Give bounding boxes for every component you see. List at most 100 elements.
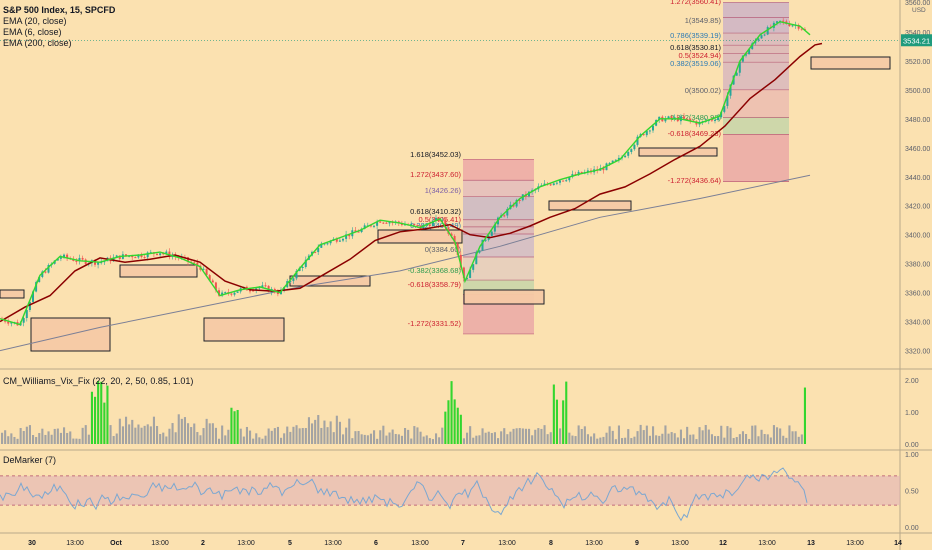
candle-body bbox=[112, 257, 115, 262]
vix-bar bbox=[568, 432, 571, 444]
vix-bar bbox=[614, 439, 617, 444]
candle-body bbox=[797, 25, 800, 29]
vix-bar bbox=[512, 428, 515, 444]
demarker-legend: DeMarker (7) bbox=[3, 455, 56, 466]
price-tick-label: 3480.00 bbox=[905, 117, 930, 124]
fib-zone bbox=[723, 117, 789, 135]
candle-body bbox=[431, 220, 434, 227]
fib-right-label-7: -0.382(3480.98) bbox=[668, 113, 722, 122]
vix-bar bbox=[159, 434, 162, 444]
x-tick-label: 13:00 bbox=[237, 540, 255, 547]
x-tick-label: 30 bbox=[28, 540, 36, 547]
vix-bar bbox=[286, 426, 289, 444]
candle-body bbox=[230, 293, 233, 295]
vix-bar bbox=[599, 437, 602, 444]
legend-symbol[interactable]: S&P 500 Index, 15, SPCFD bbox=[3, 5, 116, 15]
currency-label: USD bbox=[912, 7, 926, 14]
candle-body bbox=[515, 199, 518, 207]
legend-ema6[interactable]: EMA (6, close) bbox=[3, 27, 62, 37]
candle-body bbox=[782, 20, 785, 22]
x-tick-label: 6 bbox=[374, 540, 378, 547]
vix-bar bbox=[552, 384, 555, 444]
candle-body bbox=[249, 290, 251, 292]
candle-body bbox=[717, 117, 720, 121]
vix-bar bbox=[425, 435, 428, 444]
candle-body bbox=[435, 217, 437, 221]
candle-body bbox=[404, 224, 406, 226]
vix-bar bbox=[187, 423, 190, 444]
x-tick-label: 13:00 bbox=[758, 540, 776, 547]
vix-bar bbox=[128, 424, 131, 444]
vix-bar bbox=[537, 428, 540, 444]
vix-bar bbox=[673, 433, 676, 444]
vix-bar bbox=[422, 436, 425, 444]
vix-bar bbox=[245, 426, 248, 444]
vix-bar bbox=[689, 434, 692, 444]
vix-bar bbox=[103, 402, 106, 444]
candle-body bbox=[196, 262, 199, 266]
vix-bar bbox=[472, 437, 475, 444]
vix-bar bbox=[769, 437, 772, 444]
vix-bar bbox=[304, 428, 307, 444]
candle-body bbox=[373, 225, 375, 227]
vix-bar bbox=[131, 419, 134, 444]
candle-body bbox=[689, 118, 692, 121]
price-tick-label-top: 3560.00 bbox=[905, 0, 930, 7]
candle-body bbox=[503, 215, 506, 217]
vix-bar bbox=[621, 438, 624, 444]
price-tick-label: 3540.00 bbox=[905, 30, 930, 37]
vix-bar bbox=[273, 428, 276, 444]
vix-bar bbox=[797, 436, 800, 444]
candle-body bbox=[788, 23, 791, 27]
vix-bar bbox=[28, 425, 31, 444]
x-tick-label: 13:00 bbox=[585, 540, 603, 547]
demarker-tick-label: 0.50 bbox=[905, 489, 919, 496]
vix-bar bbox=[125, 416, 128, 444]
vix-bar bbox=[772, 425, 775, 444]
vix-bar bbox=[348, 418, 351, 444]
vix-bar bbox=[174, 432, 177, 444]
candle-body bbox=[413, 223, 416, 225]
vix-bar bbox=[360, 434, 363, 444]
vix-bar bbox=[320, 427, 323, 444]
vix-title[interactable]: CM_Williams_Vix_Fix (22, 20, 2, 50, 0.85… bbox=[3, 376, 194, 386]
fib-right-label-6: 0(3500.02) bbox=[685, 86, 722, 95]
candle-body bbox=[7, 321, 10, 324]
candle-body bbox=[385, 222, 388, 224]
vix-bar bbox=[292, 426, 295, 444]
candle-body bbox=[32, 291, 34, 302]
vix-bar bbox=[214, 427, 217, 444]
candle-body bbox=[642, 134, 645, 136]
vix-bar bbox=[738, 434, 741, 444]
price-tick-label: 3360.00 bbox=[905, 291, 930, 298]
vix-bar bbox=[94, 396, 97, 444]
demarker-title[interactable]: DeMarker (7) bbox=[3, 455, 57, 465]
vix-bar bbox=[459, 414, 462, 444]
vix-bar bbox=[112, 436, 115, 444]
vix-bar bbox=[121, 426, 124, 444]
candle-body bbox=[735, 72, 738, 76]
vix-bar bbox=[202, 428, 205, 444]
legend-ema200[interactable]: EMA (200, close) bbox=[3, 38, 72, 48]
candle-body bbox=[143, 257, 146, 259]
fib-block-right bbox=[723, 1, 789, 182]
vix-bar bbox=[351, 438, 354, 444]
vix-bar bbox=[369, 433, 372, 444]
candle-body bbox=[348, 234, 351, 237]
vix-bar bbox=[636, 431, 639, 444]
price-tick-label: 3320.00 bbox=[905, 349, 930, 356]
candle-body bbox=[462, 267, 465, 279]
candle-body bbox=[673, 117, 676, 119]
vix-bar bbox=[165, 436, 168, 444]
vix-bar bbox=[732, 438, 735, 444]
vix-bar bbox=[661, 433, 664, 444]
candle-body bbox=[202, 268, 205, 270]
price-tick-label: 3440.00 bbox=[905, 175, 930, 182]
vix-bar bbox=[652, 426, 655, 444]
vix-bar bbox=[791, 431, 794, 444]
vix-bar bbox=[75, 438, 78, 444]
legend-ema20[interactable]: EMA (20, close) bbox=[3, 16, 67, 26]
vix-bar bbox=[500, 431, 503, 444]
